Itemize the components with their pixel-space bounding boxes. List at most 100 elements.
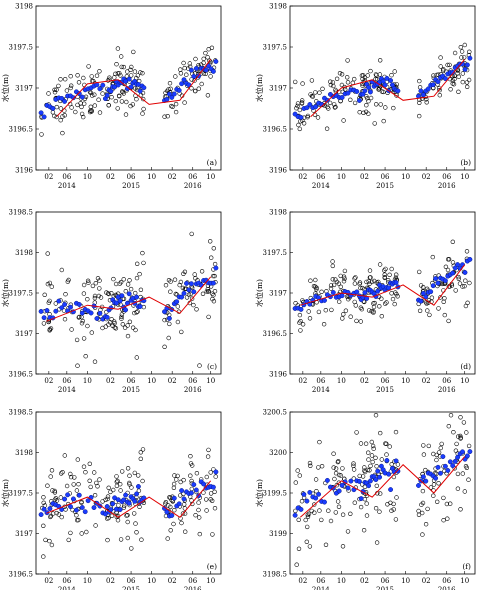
data-point [305,514,311,519]
data-point [330,259,335,264]
data-point [58,471,64,476]
data-point [360,83,365,88]
mean-point [126,76,132,82]
mean-point [44,308,50,313]
mean-point [420,474,426,480]
data-point [166,87,171,92]
mean-point [345,90,351,96]
plot-frame [289,5,476,171]
y-tick-label: 3196.5 [263,126,288,134]
mean-point [301,491,307,497]
data-point [114,479,120,485]
x-year-label: 2016 [438,182,456,190]
data-point [371,304,377,310]
mean-point [388,487,394,493]
data-point [293,480,298,485]
mean-point [76,492,82,498]
y-tick-label: 3197 [269,85,287,93]
y-axis-label: 水位(m) [0,279,10,307]
mean-point [393,280,399,285]
x-tick-label: 10 [83,577,92,585]
data-point [450,78,455,83]
mean-point [213,469,219,475]
y-axis-label: 水位(m) [0,74,10,102]
data-point [117,482,123,487]
mean-point [188,281,194,287]
data-point [453,288,458,293]
data-point [317,508,322,513]
data-point [114,474,119,479]
mean-point [377,474,383,480]
mean-point [384,458,390,463]
data-point [351,461,356,466]
mean-point [104,92,110,98]
data-point [300,98,305,103]
data-point [357,473,362,479]
data-point [97,286,102,291]
data-point [93,281,99,286]
data-point [463,278,468,283]
data-point [79,531,84,536]
data-point [307,544,313,549]
mean-point [174,299,180,305]
mean-point [108,88,114,94]
data-point [41,523,46,528]
data-point [135,73,141,78]
data-point [110,323,115,328]
data-point [466,443,472,449]
mean-point [85,498,91,504]
mean-point [313,495,319,501]
data-point [313,277,318,283]
data-point [64,483,70,489]
data-point [361,110,366,116]
data-point [209,255,214,260]
data-point [119,316,124,321]
data-point [352,276,357,281]
mean-point [430,283,436,289]
data-point [420,532,425,537]
data-point [314,287,319,292]
data-point [125,466,131,471]
data-point [208,491,214,496]
data-point [416,508,421,514]
data-point [96,97,101,102]
mean-point [366,84,372,90]
x-tick-label: 06 [188,377,197,385]
data-point [314,285,319,290]
data-point [348,314,353,319]
data-point [173,291,179,297]
data-point [167,495,172,500]
data-point [127,473,132,478]
mean-point [464,453,470,459]
mean-point [460,449,465,455]
mean-point [420,290,426,296]
data-point [172,508,177,513]
data-point [187,61,193,66]
data-point [382,272,387,277]
mean-point [164,509,170,515]
data-point [118,537,124,542]
data-point [132,69,138,74]
data-point [106,485,111,490]
data-point [307,316,313,321]
data-point [110,487,116,493]
mean-markers [356,75,401,103]
data-point [417,269,422,275]
mean-point [467,55,473,61]
data-point [120,322,126,327]
trend-line [46,276,212,322]
data-point [52,488,57,494]
mean-point [134,294,140,300]
data-point [312,510,317,515]
data-point [60,470,65,475]
data-point [462,55,467,60]
data-point [450,81,455,86]
data-point [65,279,71,284]
data-point [194,307,199,312]
data-point [393,429,399,435]
x-year-label: 2015 [122,386,140,394]
data-point [331,451,336,456]
x-tick-label: 02 [422,377,431,385]
data-point [124,513,129,518]
data-point [85,297,90,302]
